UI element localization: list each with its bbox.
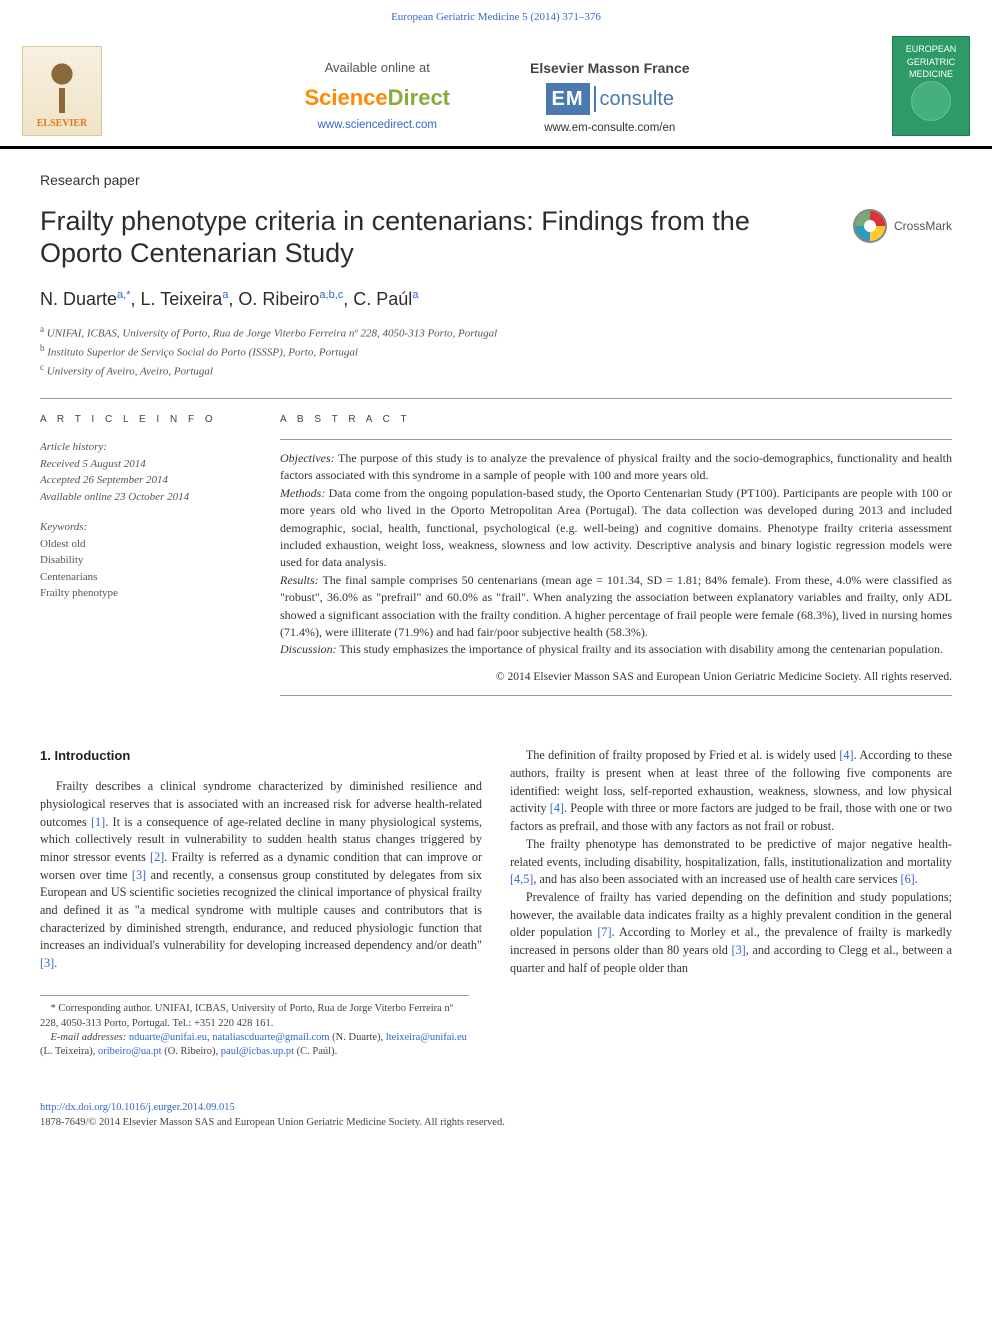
abstract-methods-text: Data come from the ongoing population-ba… [280, 486, 952, 570]
affiliation-list: a UNIFAI, ICBAS, University of Porto, Ru… [40, 323, 952, 380]
article-body: 1. Introduction Frailty describes a clin… [40, 747, 952, 977]
abstract-discussion-label: Discussion: [280, 642, 337, 656]
author-affil-mark: a [222, 289, 228, 301]
author-affil-mark: a,* [117, 289, 130, 301]
emconsulte-block: Elsevier Masson France EM consulte www.e… [530, 59, 690, 136]
page-footer: http://dx.doi.org/10.1016/j.eurger.2014.… [0, 1089, 992, 1150]
received-date: Received 5 August 2014 [40, 456, 250, 473]
citation-link[interactable]: [1] [91, 815, 105, 829]
author-name[interactable]: C. Paúl [353, 289, 412, 309]
sciencedirect-url[interactable]: www.sciencedirect.com [317, 119, 437, 131]
corresponding-author-note: Corresponding author. UNIFAI, ICBAS, Uni… [40, 1003, 453, 1028]
author-name[interactable]: N. Duarte [40, 289, 117, 309]
journal-cover-footer [896, 121, 966, 129]
section-heading-introduction: 1. Introduction [40, 747, 482, 766]
journal-cover-globe-icon [911, 81, 951, 121]
body-paragraph: The frailty phenotype has demonstrated t… [510, 836, 952, 889]
citation-link[interactable]: [3] [40, 956, 54, 970]
divider [40, 398, 952, 399]
divider [280, 695, 952, 696]
affil-mark: c [40, 362, 44, 372]
abstract-body: Objectives: The purpose of this study is… [280, 450, 952, 685]
paper-type-label: Research paper [40, 171, 952, 191]
citation-link[interactable]: [4] [550, 801, 564, 815]
abstract-heading: A B S T R A C T [280, 413, 952, 427]
crossmark-label: CrossMark [894, 218, 952, 235]
abstract-methods-label: Methods: [280, 486, 325, 500]
article-info-heading: A R T I C L E I N F O [40, 413, 250, 427]
body-paragraph: The definition of frailty proposed by Fr… [510, 747, 952, 835]
affiliation: University of Aveiro, Aveiro, Portugal [47, 366, 213, 378]
affiliation: Instituto Superior de Serviço Social do … [47, 346, 358, 358]
author-name[interactable]: O. Ribeiro [238, 289, 319, 309]
abstract-results-label: Results: [280, 573, 319, 587]
online-date: Available online 23 October 2014 [40, 489, 250, 506]
elsevier-tree-icon [37, 58, 87, 113]
citation-link[interactable]: [4] [839, 748, 853, 762]
abstract-discussion-text: This study emphasizes the importance of … [339, 642, 943, 656]
affil-mark: b [40, 343, 45, 353]
em-box-icon: EM [546, 83, 590, 115]
citation-link[interactable]: [6] [901, 872, 915, 886]
email-owner: (L. Teixeira) [40, 1046, 93, 1057]
journal-cover-title: EUROPEAN GERIATRIC MEDICINE [896, 43, 966, 81]
elsevier-label: ELSEVIER [37, 117, 88, 131]
issn-copyright-line: 1878-7649/© 2014 Elsevier Masson SAS and… [40, 1117, 505, 1128]
keyword: Disability [40, 552, 250, 569]
publisher-banner: ELSEVIER Available online at ScienceDire… [0, 0, 992, 149]
citation-link[interactable]: [2] [150, 850, 164, 864]
citation-link[interactable]: [3] [732, 943, 746, 957]
footnotes: * Corresponding author. UNIFAI, ICBAS, U… [40, 995, 469, 1059]
article-info-box: Article history: Received 5 August 2014 … [40, 439, 250, 602]
available-online-label: Available online at [304, 59, 450, 77]
doi-link[interactable]: http://dx.doi.org/10.1016/j.eurger.2014.… [40, 1102, 235, 1113]
emconsulte-logo[interactable]: EM consulte [530, 83, 690, 115]
journal-cover-thumbnail[interactable]: EUROPEAN GERIATRIC MEDICINE [892, 36, 970, 136]
citation-link[interactable]: [7] [597, 925, 611, 939]
article-history-label: Article history: [40, 439, 250, 456]
author-list: N. Duartea,*, L. Teixeiraa, O. Ribeiroa,… [40, 287, 952, 312]
author-email[interactable]: lteixeira@unifai.eu [386, 1032, 467, 1043]
copyright-line: © 2014 Elsevier Masson SAS and European … [280, 669, 952, 686]
email-addresses-label: E-mail addresses: [51, 1032, 127, 1043]
sciencedirect-block: Available online at ScienceDirect www.sc… [304, 59, 450, 136]
author-email[interactable]: nataliascduarte@gmail.com [212, 1032, 329, 1043]
crossmark-badge[interactable]: CrossMark [853, 209, 952, 243]
keyword: Frailty phenotype [40, 585, 250, 602]
divider [280, 439, 952, 440]
article-title: Frailty phenotype criteria in centenaria… [40, 205, 820, 270]
emconsulte-url[interactable]: www.em-consulte.com/en [544, 122, 675, 134]
abstract-results-text: The final sample comprises 50 centenaria… [280, 573, 952, 639]
email-owner: (C. Paúl). [297, 1046, 338, 1057]
author-affil-mark: a,b,c [319, 289, 343, 301]
abstract-objectives-text: The purpose of this study is to analyze … [280, 451, 952, 482]
author-affil-mark: a [412, 289, 418, 301]
author-email[interactable]: nduarte@unifai.eu [129, 1032, 207, 1043]
em-divider-icon [594, 86, 596, 112]
elsevier-logo[interactable]: ELSEVIER [22, 46, 102, 136]
accepted-date: Accepted 26 September 2014 [40, 472, 250, 489]
author-name[interactable]: L. Teixeira [141, 289, 223, 309]
em-consulte-text: consulte [600, 85, 675, 113]
elsevier-masson-label: Elsevier Masson France [530, 59, 690, 79]
keyword: Centenarians [40, 569, 250, 586]
email-owner: (O. Ribeiro) [164, 1046, 215, 1057]
keywords-label: Keywords: [40, 519, 250, 536]
corresponding-mark: * [51, 1003, 56, 1014]
email-owner: (N. Duarte) [332, 1032, 380, 1043]
body-paragraph: Prevalence of frailty has varied dependi… [510, 889, 952, 977]
author-email[interactable]: oribeiro@ua.pt [98, 1046, 162, 1057]
citation-link[interactable]: [3] [132, 868, 146, 882]
sciencedirect-logo[interactable]: ScienceDirect [304, 83, 450, 114]
affil-mark: a [40, 324, 44, 334]
crossmark-icon [853, 209, 887, 243]
affiliation: UNIFAI, ICBAS, University of Porto, Rua … [47, 327, 497, 339]
author-email[interactable]: paul@icbas.up.pt [221, 1046, 294, 1057]
citation-link[interactable]: [4,5] [510, 872, 533, 886]
body-paragraph: Frailty describes a clinical syndrome ch… [40, 778, 482, 973]
keyword: Oldest old [40, 536, 250, 553]
abstract-objectives-label: Objectives: [280, 451, 335, 465]
